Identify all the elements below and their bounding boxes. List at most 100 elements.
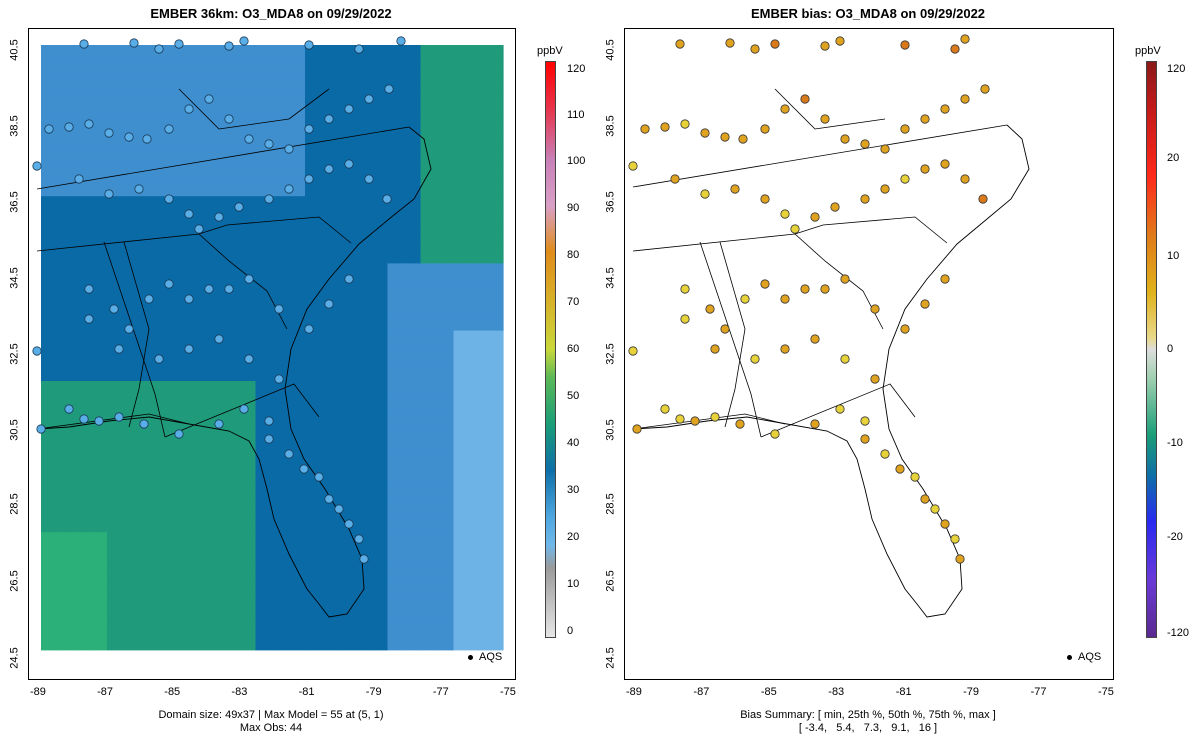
model-grid-cell	[123, 381, 141, 399]
model-grid-cell	[470, 229, 488, 248]
model-grid-cell	[239, 633, 257, 651]
model-grid-cell	[239, 78, 257, 96]
model-grid-cell	[453, 414, 471, 432]
aqs-observation-point	[174, 429, 184, 439]
model-grid-cell	[272, 633, 290, 651]
model-grid-cell	[371, 280, 389, 298]
model-grid-cell	[486, 498, 504, 516]
aqs-observation-point	[304, 40, 314, 50]
model-grid-cell	[173, 246, 191, 264]
aqs-observation-point	[239, 36, 249, 46]
model-grid-cell	[354, 515, 372, 533]
model-grid-cell	[453, 330, 471, 348]
model-grid-cell	[453, 582, 471, 600]
model-grid-cell	[354, 414, 372, 432]
model-grid-cell	[123, 599, 141, 617]
aqs-bias-point	[710, 412, 720, 422]
model-grid-cell	[74, 179, 92, 197]
aqs-observation-point	[154, 354, 164, 364]
model-grid-cell	[107, 330, 125, 348]
model-grid-cell	[354, 582, 372, 600]
model-grid-cell	[437, 145, 455, 164]
model-grid-cell	[288, 162, 306, 180]
aqs-observation-point	[264, 194, 274, 204]
model-grid-cell	[255, 465, 273, 483]
boundary-line	[123, 241, 150, 428]
model-grid-cell	[387, 397, 405, 416]
model-grid-cell	[420, 179, 438, 197]
model-grid-cell	[288, 297, 306, 315]
colorbar-tick-label: 0	[1167, 343, 1174, 355]
aqs-bias-point	[835, 404, 845, 414]
model-grid-cell	[90, 448, 108, 466]
model-grid-cell	[41, 196, 59, 214]
colorbar-tick-label: -120	[1167, 627, 1190, 639]
aqs-observation-point	[314, 472, 324, 482]
model-grid-cell	[387, 515, 405, 533]
model-grid-cell	[371, 364, 389, 382]
model-grid-cell	[437, 414, 455, 432]
model-grid-cell	[222, 448, 240, 466]
model-grid-cell	[288, 78, 306, 96]
model-grid-cell	[470, 616, 488, 634]
model-grid-cell	[206, 498, 224, 516]
model-grid-cell	[140, 313, 158, 332]
model-grid-cell	[57, 347, 75, 365]
aqs-observation-point	[384, 84, 394, 94]
aqs-observation-point	[64, 122, 74, 132]
y-tick-label: 32.5	[604, 343, 617, 365]
colorbar-fill	[546, 62, 555, 637]
model-grid-cell	[470, 381, 488, 399]
model-grid-cell	[156, 213, 174, 231]
aqs-bias-point	[810, 419, 820, 429]
aqs-bias-point	[640, 124, 650, 134]
model-grid-cell	[437, 162, 455, 180]
model-grid-cell	[239, 582, 257, 600]
model-grid-cell	[288, 431, 306, 449]
right-colorbar-unit: ppbV	[1135, 45, 1161, 57]
aqs-observation-point	[114, 344, 124, 354]
model-grid-cell	[288, 213, 306, 231]
left-legend-aqs: AQS	[468, 651, 502, 663]
model-grid-cell	[470, 246, 488, 264]
aqs-bias-point	[780, 344, 790, 354]
aqs-observation-point	[299, 464, 309, 474]
aqs-observation-point	[274, 374, 284, 384]
model-grid-cell	[354, 498, 372, 516]
aqs-observation-point	[324, 164, 334, 174]
model-grid-cell	[404, 280, 422, 298]
model-grid-cell	[123, 95, 141, 113]
model-grid-cell	[90, 616, 108, 634]
model-grid-cell	[338, 213, 356, 231]
model-grid-cell	[90, 280, 108, 298]
model-grid-cell	[107, 145, 125, 164]
model-grid-cell	[189, 263, 207, 281]
model-grid-cell	[239, 297, 257, 315]
model-grid-cell	[338, 145, 356, 164]
model-grid-cell	[354, 599, 372, 617]
model-grid-cell	[90, 582, 108, 600]
model-grid-cell	[437, 431, 455, 449]
model-grid-cell	[321, 565, 339, 584]
boundary-line	[164, 383, 320, 438]
model-grid-cell	[156, 414, 174, 432]
aqs-observation-point	[264, 416, 274, 426]
model-grid-cell	[255, 364, 273, 382]
boundary-line	[794, 233, 884, 330]
model-grid-cell	[123, 347, 141, 365]
model-grid-cell	[354, 330, 372, 348]
model-grid-cell	[57, 414, 75, 432]
aqs-bias-point	[978, 194, 988, 204]
model-grid-cell	[387, 330, 405, 348]
model-grid-cell	[288, 95, 306, 113]
model-grid-cell	[206, 515, 224, 533]
aqs-bias-point	[955, 554, 965, 564]
y-tick-label: 28.5	[8, 493, 21, 515]
model-grid-cell	[272, 179, 290, 197]
model-grid-cell	[453, 616, 471, 634]
model-grid-cell	[74, 364, 92, 382]
model-grid-cell	[90, 145, 108, 164]
model-grid-cell	[453, 498, 471, 516]
model-grid-cell	[404, 61, 422, 80]
model-grid-cell	[437, 280, 455, 298]
